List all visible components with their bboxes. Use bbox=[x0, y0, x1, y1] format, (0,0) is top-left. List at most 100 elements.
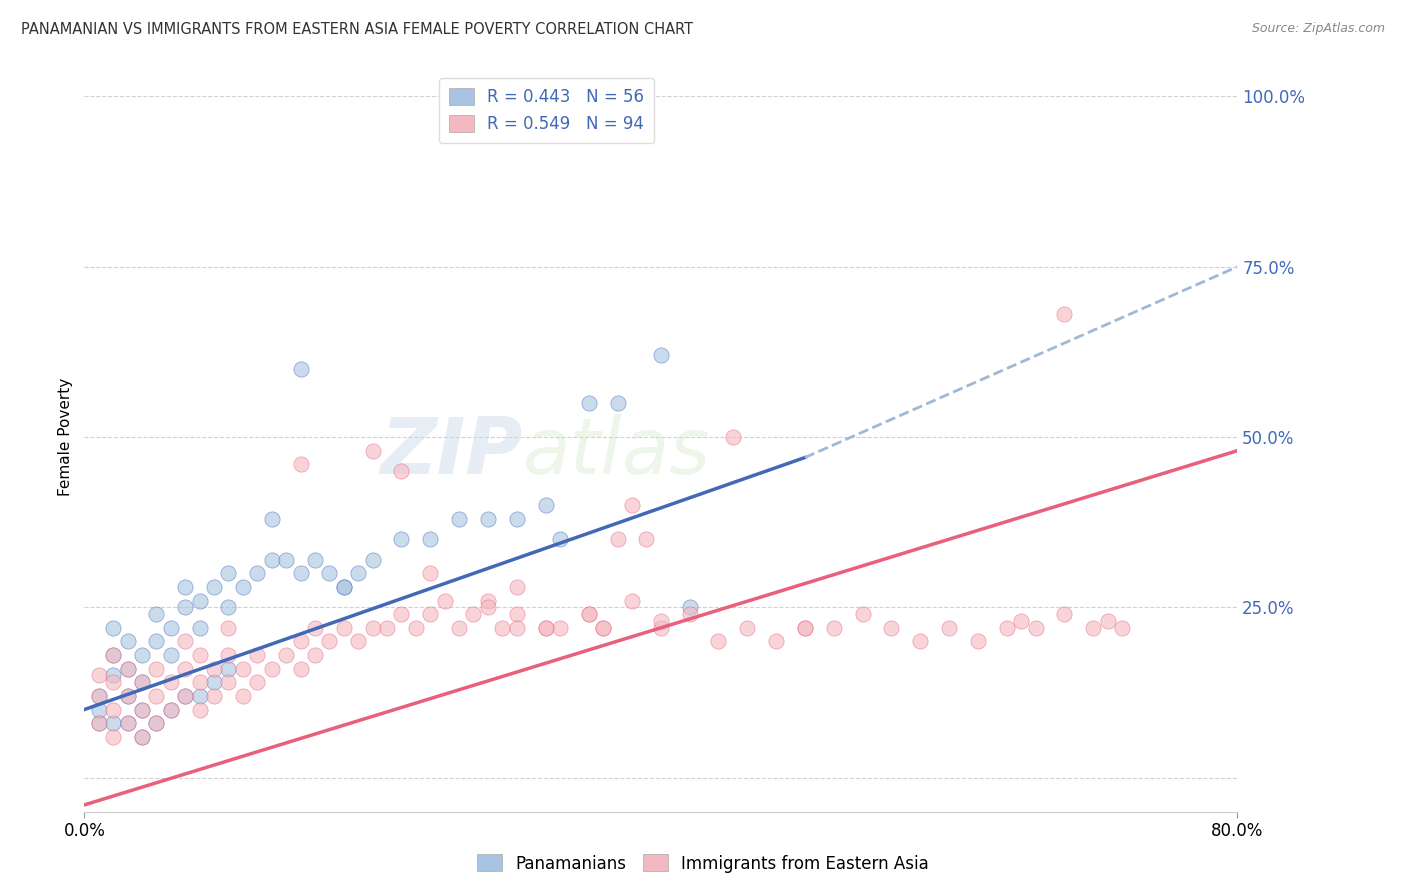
Point bbox=[419, 533, 441, 547]
Point bbox=[650, 621, 672, 635]
Point bbox=[218, 566, 240, 581]
Point bbox=[361, 443, 384, 458]
Point bbox=[117, 662, 139, 676]
Point bbox=[391, 607, 413, 622]
Point bbox=[304, 648, 326, 662]
Point bbox=[103, 668, 124, 682]
Point bbox=[218, 662, 240, 676]
Point bbox=[188, 689, 211, 703]
Point bbox=[967, 634, 990, 648]
Point bbox=[318, 634, 340, 648]
Point bbox=[87, 716, 110, 731]
Y-axis label: Female Poverty: Female Poverty bbox=[58, 378, 73, 496]
Point bbox=[765, 634, 787, 648]
Point bbox=[534, 621, 557, 635]
Point bbox=[506, 607, 529, 622]
Point bbox=[391, 533, 413, 547]
Point bbox=[260, 662, 283, 676]
Point bbox=[578, 607, 600, 622]
Point bbox=[606, 396, 628, 410]
Point bbox=[87, 716, 110, 731]
Point bbox=[852, 607, 875, 622]
Point bbox=[117, 689, 139, 703]
Point bbox=[246, 648, 269, 662]
Point bbox=[290, 662, 312, 676]
Text: ZIP: ZIP bbox=[380, 414, 523, 490]
Point bbox=[578, 396, 600, 410]
Point bbox=[290, 458, 312, 472]
Point bbox=[117, 634, 139, 648]
Point bbox=[117, 662, 139, 676]
Point bbox=[333, 621, 356, 635]
Point bbox=[218, 600, 240, 615]
Point bbox=[103, 716, 124, 731]
Point bbox=[391, 464, 413, 478]
Point bbox=[463, 607, 485, 622]
Point bbox=[202, 580, 225, 594]
Point bbox=[592, 621, 614, 635]
Point bbox=[174, 689, 197, 703]
Point bbox=[174, 634, 197, 648]
Point bbox=[276, 648, 298, 662]
Point bbox=[260, 512, 283, 526]
Point bbox=[477, 512, 499, 526]
Point bbox=[174, 689, 197, 703]
Point bbox=[995, 621, 1018, 635]
Point bbox=[347, 566, 370, 581]
Point bbox=[419, 566, 441, 581]
Point bbox=[103, 648, 124, 662]
Point bbox=[290, 362, 312, 376]
Point bbox=[419, 607, 441, 622]
Point bbox=[477, 593, 499, 607]
Point bbox=[174, 662, 197, 676]
Point bbox=[188, 648, 211, 662]
Point bbox=[117, 716, 139, 731]
Point bbox=[650, 348, 672, 362]
Point bbox=[103, 648, 124, 662]
Point bbox=[592, 621, 614, 635]
Point bbox=[87, 689, 110, 703]
Point bbox=[548, 533, 571, 547]
Point bbox=[534, 621, 557, 635]
Point bbox=[188, 702, 211, 716]
Point bbox=[202, 675, 225, 690]
Point bbox=[260, 552, 283, 566]
Point bbox=[188, 593, 211, 607]
Point bbox=[938, 621, 960, 635]
Point bbox=[548, 621, 571, 635]
Point bbox=[290, 634, 312, 648]
Point bbox=[103, 730, 124, 744]
Point bbox=[131, 702, 153, 716]
Point bbox=[650, 614, 672, 628]
Point bbox=[449, 512, 471, 526]
Point bbox=[131, 648, 153, 662]
Point bbox=[276, 552, 298, 566]
Point bbox=[304, 621, 326, 635]
Point bbox=[232, 689, 254, 703]
Point bbox=[506, 621, 529, 635]
Point bbox=[131, 702, 153, 716]
Point bbox=[721, 430, 744, 444]
Point bbox=[232, 662, 254, 676]
Point bbox=[87, 668, 110, 682]
Text: atlas: atlas bbox=[523, 414, 710, 490]
Point bbox=[87, 689, 110, 703]
Point bbox=[621, 498, 644, 512]
Point bbox=[578, 607, 600, 622]
Point bbox=[145, 634, 167, 648]
Point bbox=[621, 593, 644, 607]
Text: PANAMANIAN VS IMMIGRANTS FROM EASTERN ASIA FEMALE POVERTY CORRELATION CHART: PANAMANIAN VS IMMIGRANTS FROM EASTERN AS… bbox=[21, 22, 693, 37]
Point bbox=[218, 648, 240, 662]
Point bbox=[737, 621, 759, 635]
Point bbox=[491, 621, 513, 635]
Point bbox=[477, 600, 499, 615]
Point bbox=[707, 634, 730, 648]
Point bbox=[188, 675, 211, 690]
Point bbox=[174, 580, 197, 594]
Point bbox=[880, 621, 903, 635]
Point bbox=[1097, 614, 1119, 628]
Point bbox=[87, 702, 110, 716]
Point bbox=[103, 621, 124, 635]
Point bbox=[188, 621, 211, 635]
Point bbox=[333, 580, 356, 594]
